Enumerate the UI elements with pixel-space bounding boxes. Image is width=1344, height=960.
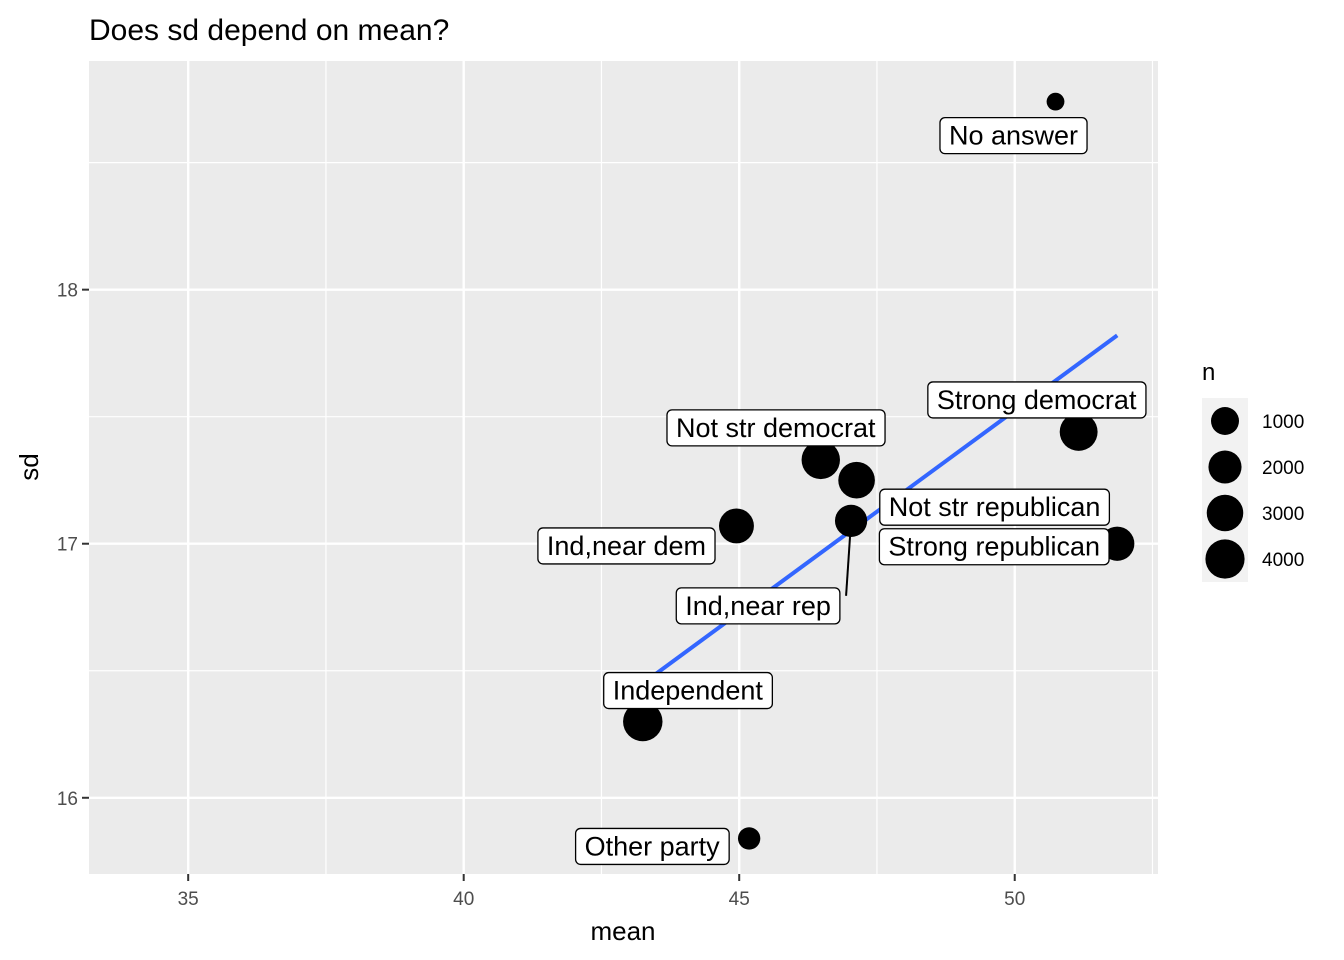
- point-label-background: [666, 409, 886, 447]
- data-point: [737, 827, 761, 850]
- x-tick-label: 40: [453, 889, 474, 910]
- y-axis-title: sd: [14, 453, 44, 480]
- y-tick-label: 16: [57, 789, 78, 810]
- y-axis: 16 17 18: [57, 281, 89, 810]
- plot-panel: [89, 61, 1158, 874]
- data-point: [838, 461, 875, 499]
- point-label-box: Not str democrat: [666, 409, 886, 447]
- legend-label: 1000: [1262, 412, 1304, 433]
- point-label-box: Strong democrat: [927, 381, 1147, 419]
- legend-label: 4000: [1262, 550, 1304, 571]
- legend-label: 3000: [1262, 504, 1304, 525]
- point-label-box: No answer: [939, 116, 1088, 155]
- y-tick-label: 18: [57, 281, 78, 302]
- point-label-text: Independent: [613, 676, 764, 706]
- legend-title: n: [1202, 359, 1215, 386]
- point-label-text: No answer: [949, 121, 1078, 151]
- point-label-background: [927, 381, 1147, 419]
- point-label-text: Strong republican: [888, 532, 1100, 562]
- x-tick-label: 50: [1004, 889, 1025, 910]
- point-labels-group: No answer Strong democrat Not str democrat…: [537, 116, 1147, 866]
- point-label-text: Not str democrat: [676, 413, 876, 443]
- point-label-background: [939, 116, 1088, 155]
- point-label-background: [574, 827, 730, 866]
- data-point: [623, 701, 663, 742]
- point-label-text: Not str republican: [889, 492, 1101, 522]
- legend: n 1000 2000 3000 4000: [1202, 359, 1304, 582]
- data-point: [1059, 412, 1098, 451]
- point-label-box: Strong republican: [878, 528, 1110, 566]
- x-tick-label: 35: [178, 889, 199, 910]
- chart-title: Does sd depend on mean?: [89, 14, 449, 47]
- legend-key-point: [1211, 407, 1239, 435]
- y-tick-label: 17: [57, 535, 78, 556]
- x-tick-label: 45: [729, 889, 750, 910]
- point-label-background: [537, 527, 716, 565]
- data-point: [801, 440, 840, 480]
- legend-key-point: [1208, 450, 1242, 484]
- point-label-background: [603, 671, 774, 710]
- point-label-background: [675, 587, 841, 625]
- legend-key-point: [1205, 539, 1245, 579]
- x-axis: 35 40 45 50: [178, 874, 1025, 910]
- label-leader-line: [845, 520, 853, 596]
- point-label-background: [878, 528, 1110, 566]
- point-label-box: Independent: [603, 671, 774, 710]
- point-label-text: Ind,near rep: [685, 591, 831, 621]
- point-label-box: Other party: [574, 827, 730, 866]
- data-point: [1046, 92, 1065, 111]
- grid-minor: [89, 61, 1158, 874]
- legend-label: 2000: [1262, 458, 1304, 479]
- data-point: [718, 508, 754, 544]
- point-label-text: Strong democrat: [937, 385, 1137, 415]
- point-label-box: Not str republican: [879, 488, 1111, 526]
- point-label-text: Ind,near dem: [547, 531, 706, 561]
- x-axis-title: mean: [590, 916, 655, 946]
- point-label-text: Other party: [585, 831, 721, 861]
- point-label-box: Ind,near rep: [675, 587, 841, 625]
- legend-key-point: [1206, 494, 1244, 532]
- point-label-background: [879, 488, 1111, 526]
- point-label-box: Ind,near dem: [537, 527, 716, 565]
